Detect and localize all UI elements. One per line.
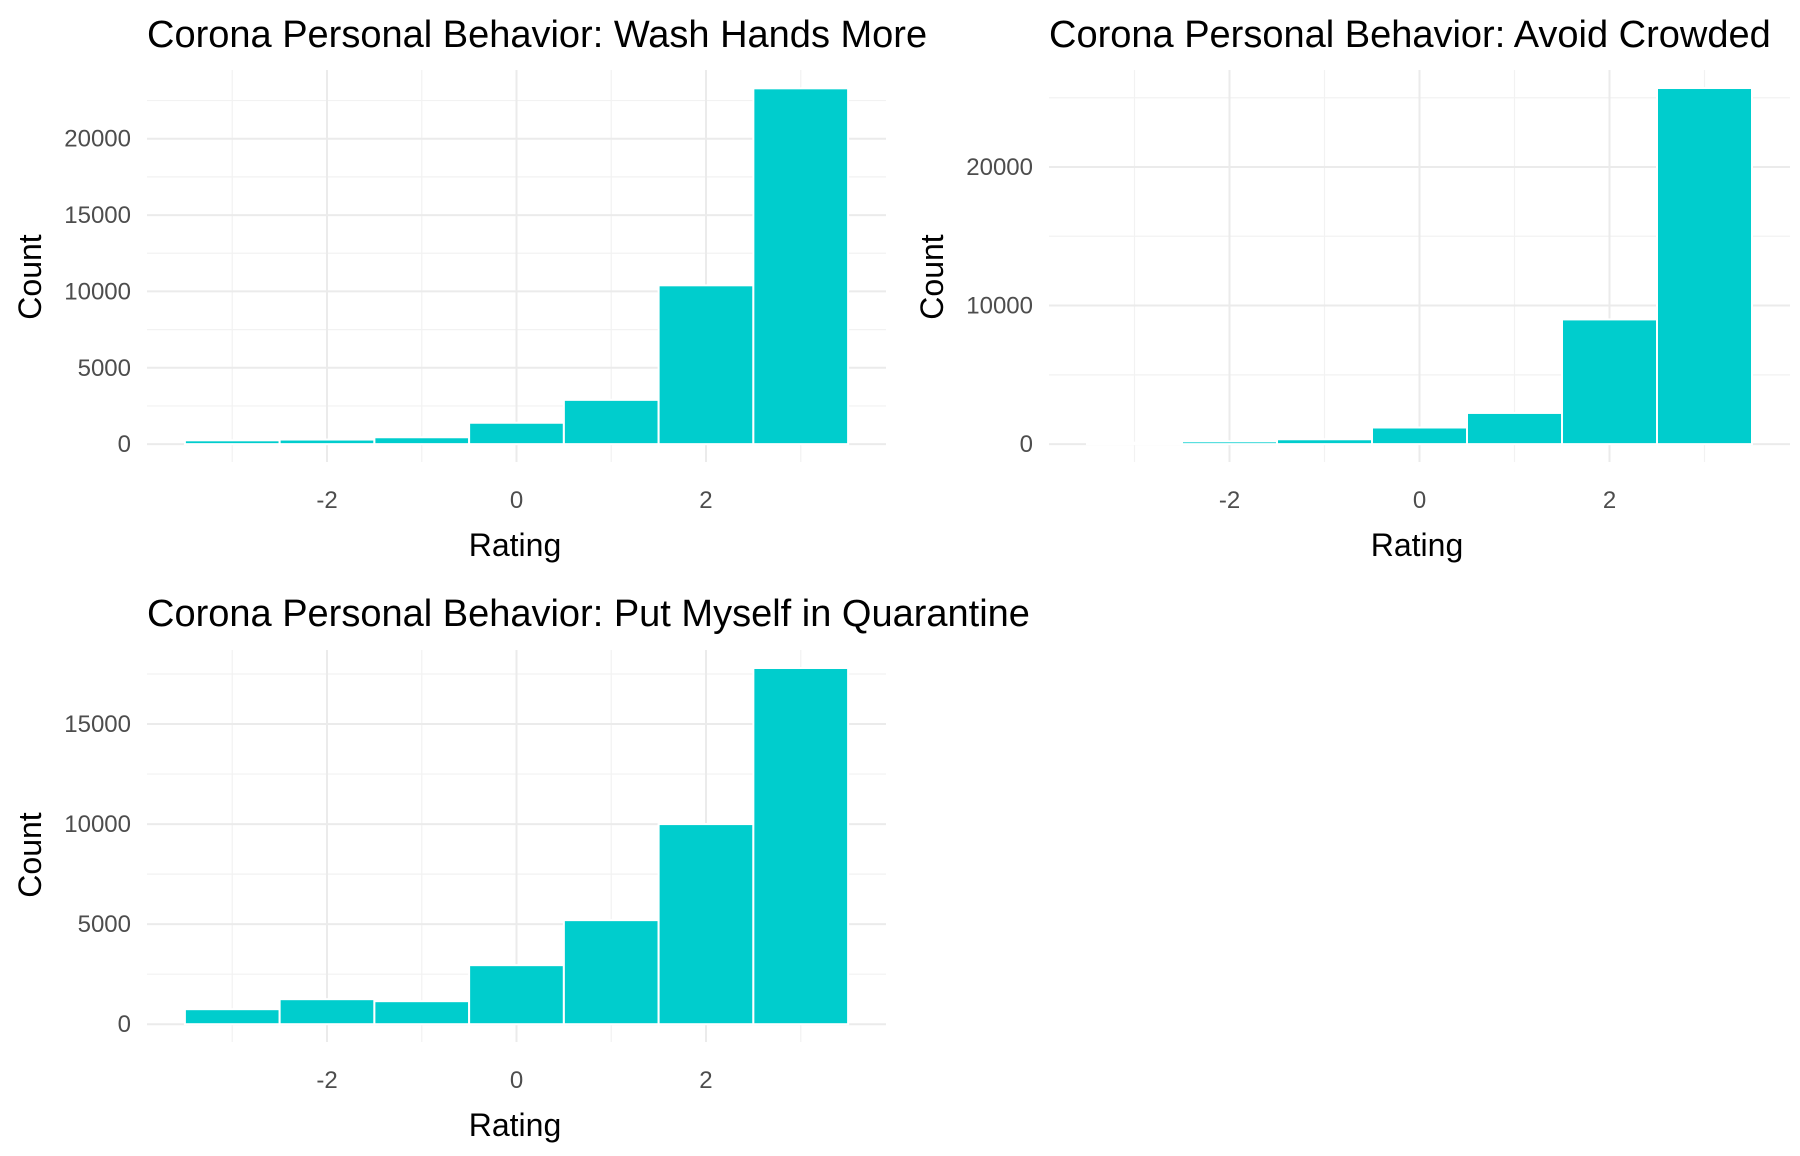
- x-axis-title: Rating: [469, 527, 562, 563]
- panel-avoid-crowded: Corona Personal Behavior: Avoid Crowded …: [914, 14, 1790, 563]
- bar: [657, 284, 755, 446]
- bar: [183, 439, 281, 446]
- y-tick-label: 10000: [64, 811, 131, 838]
- x-tick-label: 0: [510, 1067, 523, 1094]
- bar: [562, 919, 660, 1026]
- y-tick-label: 10000: [966, 293, 1033, 320]
- bar: [373, 1000, 471, 1026]
- y-tick-label: 15000: [64, 711, 131, 738]
- panel-title: Corona Personal Behavior: Avoid Crowded: [1049, 14, 1771, 56]
- y-tick-label: 20000: [64, 126, 131, 153]
- bar: [468, 421, 565, 446]
- panel-title: Corona Personal Behavior: Put Myself in …: [147, 593, 1030, 635]
- x-tick-label: 2: [1603, 487, 1616, 514]
- bar: [468, 964, 565, 1026]
- y-tick-label: 5000: [78, 911, 131, 938]
- bar: [562, 398, 660, 446]
- x-tick-label: 0: [1413, 487, 1426, 514]
- x-tick-label: -2: [1219, 487, 1240, 514]
- plot-area: -2 0 2 0 5000 10000 15000: [64, 650, 886, 1094]
- y-tick-label: 20000: [966, 154, 1033, 181]
- bar: [1466, 411, 1563, 446]
- x-axis-title: Rating: [469, 1107, 562, 1143]
- y-tick-label: 0: [118, 431, 131, 458]
- y-axis-title: Count: [12, 234, 48, 320]
- bar: [1181, 440, 1278, 446]
- x-tick-label: -2: [316, 1067, 337, 1094]
- panel-quarantine: Corona Personal Behavior: Put Myself in …: [12, 593, 1030, 1143]
- bar: [1086, 441, 1183, 446]
- y-axis-title: Count: [914, 234, 950, 320]
- bar: [278, 438, 376, 446]
- y-tick-label: 15000: [64, 202, 131, 229]
- bar: [373, 436, 471, 446]
- y-tick-label: 0: [1020, 431, 1033, 458]
- bar: [657, 823, 755, 1026]
- bar: [183, 1008, 281, 1026]
- plot-area: -2 0 2 0 5000 10000 15000 20000: [64, 70, 886, 514]
- panel-wash-hands: Corona Personal Behavior: Wash Hands Mor…: [12, 14, 927, 563]
- bar: [752, 667, 850, 1026]
- plot-area: -2 0 2 0 10000 20000: [966, 70, 1790, 514]
- y-tick-label: 5000: [78, 355, 131, 382]
- x-tick-label: -2: [316, 487, 337, 514]
- panel-title: Corona Personal Behavior: Wash Hands Mor…: [147, 14, 927, 56]
- x-axis-title: Rating: [1371, 527, 1464, 563]
- y-tick-label: 0: [118, 1011, 131, 1038]
- x-tick-label: 2: [699, 487, 712, 514]
- x-tick-label: 2: [699, 1067, 712, 1094]
- bar: [1656, 87, 1753, 446]
- y-axis-title: Count: [12, 812, 48, 898]
- bar: [1371, 426, 1468, 446]
- bar: [752, 87, 850, 446]
- bar: [278, 998, 376, 1026]
- bar: [1276, 438, 1373, 446]
- bar: [1561, 318, 1658, 446]
- x-tick-label: 0: [510, 487, 523, 514]
- y-tick-label: 10000: [64, 278, 131, 305]
